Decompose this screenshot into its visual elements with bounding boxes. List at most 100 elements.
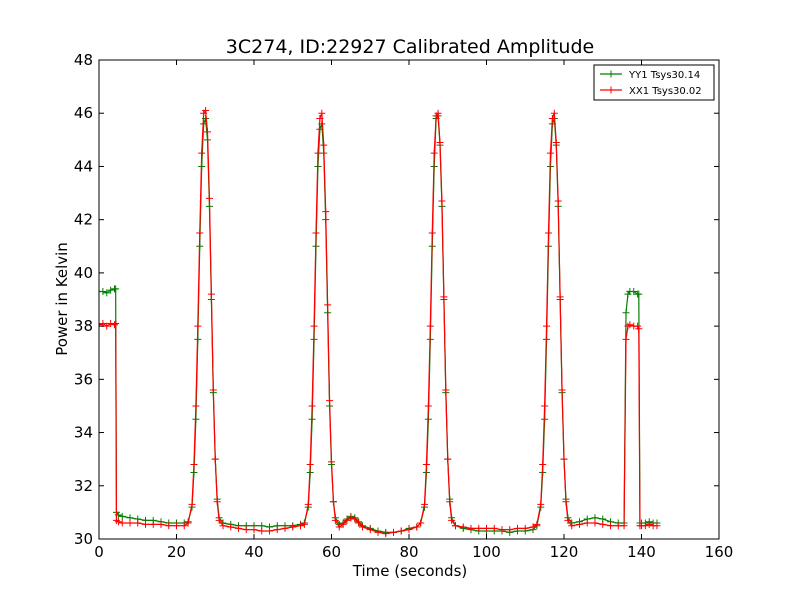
data-point bbox=[428, 229, 436, 237]
legend-label: XX1 Tsys30.02 bbox=[629, 86, 702, 97]
legend-marker bbox=[607, 70, 615, 78]
data-point bbox=[188, 500, 196, 508]
data-point bbox=[184, 519, 192, 527]
data-point bbox=[583, 519, 591, 527]
data-point bbox=[118, 512, 126, 520]
data-point bbox=[297, 522, 304, 530]
data-point bbox=[310, 322, 318, 330]
data-point bbox=[300, 520, 308, 528]
data-point bbox=[335, 523, 343, 531]
x-tick-label: 20 bbox=[167, 543, 186, 561]
y-tick-label: 34 bbox=[74, 424, 93, 442]
y-tick-label: 44 bbox=[74, 157, 93, 175]
data-point bbox=[165, 522, 173, 530]
data-point bbox=[620, 522, 628, 530]
data-point bbox=[576, 520, 583, 528]
data-point bbox=[194, 322, 202, 330]
data-point bbox=[533, 520, 541, 528]
data-point bbox=[626, 321, 634, 329]
data-point bbox=[355, 519, 363, 527]
data-point bbox=[645, 520, 653, 528]
data-point bbox=[539, 460, 547, 468]
data-point bbox=[329, 498, 337, 506]
data-point bbox=[215, 516, 223, 524]
data-point bbox=[556, 293, 564, 301]
data-point bbox=[434, 109, 442, 117]
y-tick-label: 46 bbox=[74, 104, 93, 122]
data-point bbox=[452, 522, 459, 530]
data-point bbox=[413, 523, 421, 531]
data-point bbox=[103, 322, 111, 330]
data-point bbox=[273, 526, 281, 534]
data-point bbox=[157, 520, 165, 528]
data-point bbox=[347, 514, 355, 522]
data-point bbox=[118, 519, 126, 527]
data-point bbox=[374, 528, 382, 536]
data-point bbox=[641, 522, 649, 530]
legend-item: XX1 Tsys30.02 bbox=[600, 86, 702, 97]
data-point bbox=[653, 522, 661, 530]
x-tick-label: 140 bbox=[627, 543, 656, 561]
data-point bbox=[242, 526, 250, 534]
data-point bbox=[382, 530, 390, 538]
data-point bbox=[266, 527, 273, 535]
data-point bbox=[635, 290, 643, 298]
data-point bbox=[562, 498, 570, 506]
x-tick-label: 100 bbox=[472, 543, 501, 561]
data-point bbox=[552, 138, 560, 146]
x-tick-label: 40 bbox=[244, 543, 263, 561]
data-point bbox=[483, 524, 490, 532]
data-point bbox=[339, 520, 347, 528]
data-point bbox=[173, 522, 180, 530]
y-tick-label: 30 bbox=[74, 530, 93, 548]
y-tick-label: 38 bbox=[74, 317, 93, 335]
data-point bbox=[134, 519, 142, 527]
data-point bbox=[190, 460, 198, 468]
data-point bbox=[546, 149, 554, 157]
data-point bbox=[324, 301, 332, 309]
x-tick-label: 160 bbox=[705, 543, 734, 561]
data-point bbox=[560, 455, 568, 463]
data-point bbox=[126, 519, 134, 527]
data-point bbox=[424, 402, 432, 410]
data-point bbox=[196, 229, 204, 237]
data-point bbox=[467, 524, 475, 532]
legend-item: YY1 Tsys30.14 bbox=[600, 70, 700, 81]
data-point bbox=[591, 519, 599, 527]
data-point bbox=[366, 526, 374, 534]
data-point bbox=[622, 309, 630, 317]
data-point bbox=[444, 455, 452, 463]
data-point bbox=[281, 524, 289, 532]
x-tick-label: 80 bbox=[399, 543, 418, 561]
legend-label: YY1 Tsys30.14 bbox=[628, 70, 700, 81]
data-point bbox=[318, 109, 326, 117]
data-point bbox=[564, 516, 572, 524]
data-point bbox=[558, 386, 566, 394]
data-point bbox=[622, 335, 630, 343]
y-axis-title: Power in Kelvin bbox=[53, 242, 71, 356]
data-point bbox=[99, 321, 103, 329]
data-point bbox=[308, 402, 316, 410]
y-tick-label: 42 bbox=[74, 211, 93, 229]
data-point bbox=[312, 229, 320, 237]
data-point bbox=[475, 524, 483, 532]
data-point bbox=[436, 138, 444, 146]
data-point bbox=[304, 500, 312, 508]
legend-box bbox=[593, 64, 715, 101]
data-point bbox=[306, 460, 314, 468]
series-2 bbox=[99, 107, 661, 538]
data-point bbox=[397, 527, 405, 535]
legend-marker bbox=[607, 86, 615, 94]
data-point bbox=[250, 526, 258, 534]
data-point bbox=[219, 522, 227, 530]
data-point bbox=[112, 319, 120, 327]
data-point bbox=[207, 290, 215, 298]
data-point bbox=[351, 515, 359, 523]
data-point bbox=[205, 194, 213, 202]
data-point bbox=[607, 522, 614, 530]
data-point bbox=[438, 197, 446, 205]
data-point bbox=[213, 498, 221, 506]
data-point bbox=[331, 516, 339, 524]
data-point bbox=[142, 520, 149, 528]
data-point bbox=[227, 523, 235, 531]
